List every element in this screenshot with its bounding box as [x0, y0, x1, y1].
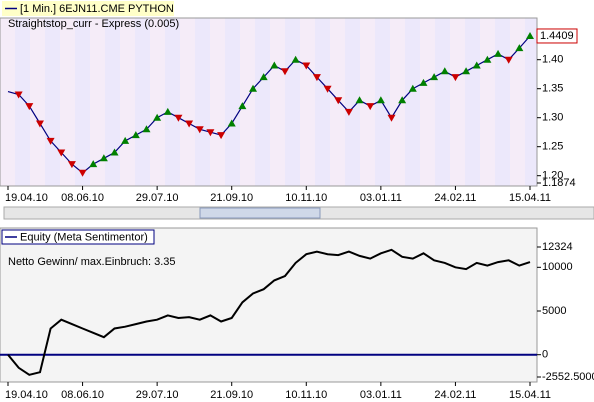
x-tick-label: 29.07.10 [136, 192, 179, 204]
equity-plot-area [0, 227, 538, 383]
sell-signal [312, 74, 321, 82]
sell-signal [280, 68, 289, 76]
buy-signal [376, 96, 385, 104]
last-value-label: 1.4409 [540, 30, 574, 42]
buy-signal [291, 55, 300, 63]
y-tick-label: 1.40 [542, 54, 563, 66]
buy-signal [121, 136, 130, 144]
buy-signal [227, 119, 236, 127]
buy-signal [494, 49, 503, 57]
chart-title: [1 Min.] 6EJN11.CME PYTHON [20, 3, 174, 15]
x-tick-label: 15.04.11 [509, 192, 551, 204]
x-tick-label: 10.11.10 [285, 389, 327, 401]
buy-signal [131, 131, 140, 139]
buy-signal [398, 96, 407, 104]
y-tick-label: 10000 [542, 261, 573, 273]
last-value-box [536, 28, 578, 44]
y-tick-label: 1.25 [542, 141, 563, 153]
y-tick-label: 5000 [542, 305, 566, 317]
buy-signal [515, 44, 524, 52]
sell-signal [67, 161, 76, 169]
sell-signal [504, 56, 513, 64]
buy-signal [142, 125, 151, 133]
sell-signal [35, 120, 44, 128]
buy-signal [355, 96, 364, 104]
sell-signal [174, 114, 183, 122]
x-tick-label: 08.06.10 [61, 389, 104, 401]
x-tick-label: 19.04.10 [5, 389, 48, 401]
buy-signal [483, 55, 492, 63]
x-tick-label: 21.09.10 [210, 389, 253, 401]
title-box [2, 1, 174, 16]
x-tick-label: 03.01.11 [360, 192, 402, 204]
sell-signal [302, 62, 311, 70]
x-tick-label: 19.04.10 [5, 192, 48, 204]
scrollbar-thumb[interactable] [199, 207, 321, 219]
y-tick-label: -2552.5000 [542, 371, 594, 383]
y-tick-label: 0 [542, 349, 548, 361]
y-tick-label: 1.30 [542, 112, 563, 124]
sell-signal [78, 169, 87, 177]
sell-signal [46, 137, 55, 145]
buy-signal [270, 61, 279, 69]
series-line [7, 248, 531, 376]
x-tick-label: 24.02.11 [434, 192, 476, 204]
buy-signal [408, 84, 417, 92]
x-tick-label: 15.04.11 [509, 389, 551, 401]
buy-signal [430, 73, 439, 81]
sell-signal [366, 103, 375, 111]
sell-signal [344, 108, 353, 116]
legend-label: Equity (Meta Sentimentor) [20, 231, 148, 243]
sell-signal [334, 97, 343, 105]
buy-signal [238, 102, 247, 110]
buy-signal [440, 67, 449, 75]
chart-subtitle: Straightstop_curr - Express (0.005) [8, 18, 179, 30]
buy-signal [110, 148, 119, 156]
sell-signal [57, 149, 66, 157]
x-tick-label: 08.06.10 [61, 192, 104, 204]
sell-signal [387, 114, 396, 122]
y-tick-label: 12324 [542, 241, 573, 253]
sell-signal [195, 126, 204, 134]
buy-signal [526, 31, 534, 39]
x-tick-label: 29.07.10 [136, 389, 179, 401]
sell-signal [206, 129, 215, 137]
sell-signal [25, 103, 34, 111]
buy-signal [163, 107, 172, 115]
x-tick-label: 03.01.11 [360, 389, 402, 401]
y-tick-label: 1.1874 [542, 177, 576, 189]
buy-signal [259, 73, 268, 81]
x-tick-label: 24.02.11 [434, 389, 476, 401]
sell-signal [451, 74, 460, 82]
buy-signal [462, 67, 471, 75]
buy-signal [99, 154, 108, 162]
y-tick-label: 1.35 [542, 83, 563, 95]
annotation: Netto Gewinn/ max.Einbruch: 3.35 [8, 256, 176, 268]
buy-signal [153, 113, 162, 121]
x-tick-label: 10.11.10 [285, 192, 327, 204]
sell-signal [217, 132, 226, 140]
sell-signal [323, 85, 332, 93]
legend-box [1, 229, 155, 245]
x-tick-label: 21.09.10 [210, 192, 253, 204]
price-plot-area [0, 17, 538, 187]
buy-signal [472, 61, 481, 69]
buy-signal [419, 78, 428, 86]
sell-signal [14, 91, 23, 99]
buy-signal [249, 84, 258, 92]
y-tick-label: 1.20 [542, 170, 563, 182]
buy-signal [89, 160, 98, 168]
sell-signal [185, 120, 194, 128]
